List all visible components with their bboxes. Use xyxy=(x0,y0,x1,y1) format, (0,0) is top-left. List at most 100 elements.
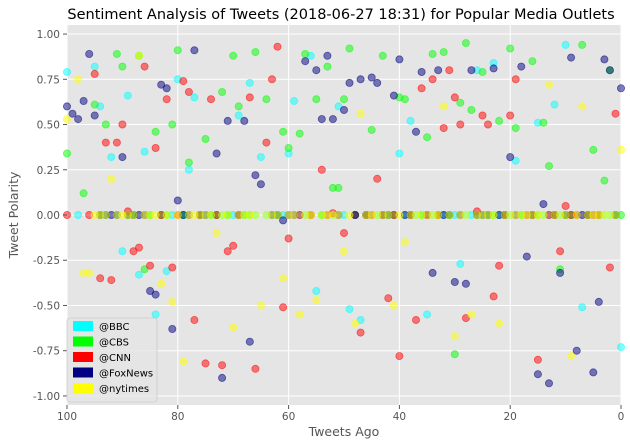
data-point xyxy=(312,286,321,295)
data-point xyxy=(545,379,554,388)
data-point xyxy=(262,138,271,147)
data-point xyxy=(218,88,227,97)
data-point xyxy=(129,247,138,256)
data-point xyxy=(334,210,343,219)
data-point xyxy=(489,292,498,301)
data-point xyxy=(218,373,227,382)
data-point xyxy=(589,145,598,154)
data-point xyxy=(367,126,376,135)
data-point xyxy=(506,153,515,162)
data-point xyxy=(251,171,260,180)
data-point xyxy=(245,337,254,346)
data-point xyxy=(373,174,382,183)
series-nytimes xyxy=(63,51,626,366)
data-point xyxy=(162,95,171,104)
data-point xyxy=(229,323,238,332)
data-point xyxy=(290,97,299,106)
data-point xyxy=(240,116,249,125)
data-point xyxy=(339,247,348,256)
data-point xyxy=(223,116,232,125)
data-point xyxy=(384,294,393,303)
data-point xyxy=(251,48,260,57)
data-point xyxy=(74,75,83,84)
data-point xyxy=(495,261,504,270)
data-point xyxy=(467,310,476,319)
data-point xyxy=(334,183,343,192)
data-point xyxy=(168,120,177,129)
data-point xyxy=(190,93,199,102)
data-point xyxy=(63,115,72,124)
data-point xyxy=(101,138,110,147)
data-point xyxy=(173,210,182,219)
data-point xyxy=(118,120,127,129)
data-point xyxy=(556,268,565,277)
data-point xyxy=(140,265,149,274)
data-point xyxy=(506,111,515,120)
data-point xyxy=(506,44,515,53)
data-point xyxy=(229,241,238,250)
x-tick-label: 80 xyxy=(171,411,184,423)
data-point xyxy=(162,84,171,93)
data-point xyxy=(234,102,243,111)
data-point xyxy=(90,100,99,109)
data-point xyxy=(306,210,315,219)
data-point xyxy=(312,295,321,304)
data-point xyxy=(173,46,182,55)
data-point xyxy=(345,305,354,314)
data-point xyxy=(489,64,498,73)
data-point xyxy=(428,50,437,59)
data-point xyxy=(279,216,288,225)
legend-swatch xyxy=(73,367,93,378)
data-point xyxy=(63,149,72,158)
data-point xyxy=(461,314,470,323)
data-point xyxy=(151,210,160,219)
data-point xyxy=(107,174,116,183)
data-point xyxy=(450,93,459,102)
data-point xyxy=(173,196,182,205)
data-point xyxy=(162,267,171,276)
data-point xyxy=(467,66,476,75)
data-point xyxy=(312,66,321,75)
x-tick-label: 100 xyxy=(57,411,77,423)
data-point xyxy=(384,210,393,219)
data-point xyxy=(417,68,426,77)
data-point xyxy=(279,127,288,136)
data-point xyxy=(190,46,199,55)
data-point xyxy=(533,355,542,364)
data-point xyxy=(140,147,149,156)
y-tick-label: 0.75 xyxy=(37,74,60,86)
data-point xyxy=(345,210,354,219)
data-point xyxy=(184,165,193,174)
data-point xyxy=(179,357,188,366)
data-point xyxy=(134,51,143,60)
data-point xyxy=(118,247,127,256)
data-point xyxy=(339,106,348,115)
data-point xyxy=(118,62,127,71)
data-point xyxy=(617,145,626,154)
data-point xyxy=(151,290,160,299)
data-point xyxy=(134,243,143,252)
data-point xyxy=(212,229,221,238)
data-point xyxy=(301,57,310,66)
data-point xyxy=(118,153,127,162)
data-point xyxy=(251,210,260,219)
data-point xyxy=(378,51,387,60)
data-point xyxy=(212,149,221,158)
data-point xyxy=(561,201,570,210)
data-point xyxy=(572,210,581,219)
data-point xyxy=(157,80,166,89)
data-point xyxy=(345,78,354,87)
x-tick-label: 40 xyxy=(393,411,406,423)
data-point xyxy=(284,234,293,243)
data-point xyxy=(400,238,409,247)
data-point xyxy=(456,259,465,268)
data-point xyxy=(356,109,365,118)
data-point xyxy=(434,66,443,75)
data-point xyxy=(539,210,548,219)
data-point xyxy=(567,352,576,361)
data-point xyxy=(256,301,265,310)
data-point xyxy=(323,62,332,71)
data-point xyxy=(339,95,348,104)
data-point xyxy=(495,319,504,328)
data-point xyxy=(478,68,487,77)
